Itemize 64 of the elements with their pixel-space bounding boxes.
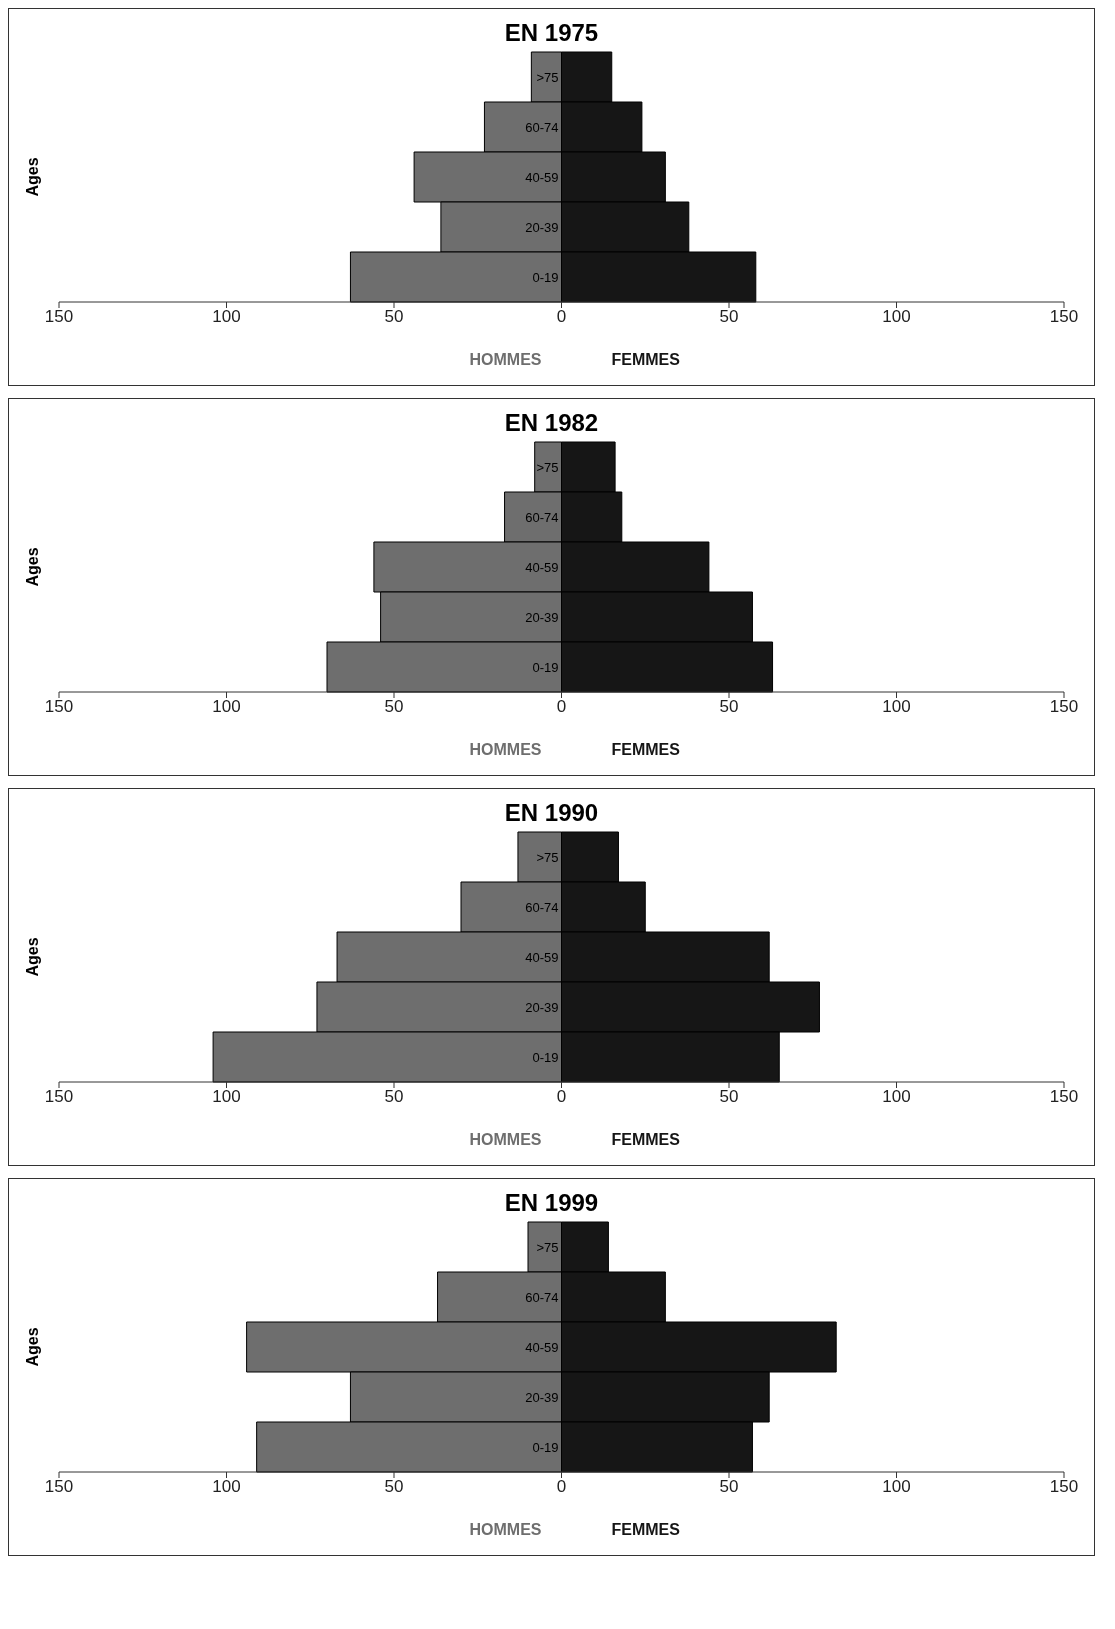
text: FEMMES — [611, 1521, 680, 1539]
chart-title: EN 1999 — [503, 1188, 600, 1217]
chart-title: EN 1975 — [503, 18, 600, 47]
text: HOMMES — [469, 1521, 542, 1539]
text: FEMMES — [611, 741, 680, 759]
x-tick-label: 100 — [882, 1087, 911, 1107]
x-tick-label: 100 — [212, 1477, 241, 1497]
x-tick-label: 50 — [719, 697, 739, 717]
x-tick-label: 150 — [44, 1087, 74, 1107]
y-tick-label: 60-74 — [525, 900, 559, 915]
x-tick-label: 150 — [1049, 697, 1079, 717]
text: HOMMES — [469, 741, 542, 759]
y-axis-title: Ages — [23, 1327, 42, 1367]
x-tick-label: 50 — [719, 1477, 739, 1497]
y-tick-label: >75 — [536, 1240, 559, 1255]
y-tick-label: 0-19 — [532, 660, 559, 675]
text: FEMMES — [611, 1131, 680, 1149]
text: FEMMES — [611, 351, 680, 369]
x-tick-label: 100 — [212, 1087, 241, 1107]
y-tick-label: 60-74 — [525, 120, 559, 135]
x-tick-label: 100 — [882, 697, 911, 717]
x-tick-label: 50 — [719, 307, 739, 327]
x-tick-label: 50 — [384, 1477, 404, 1497]
x-tick-label: 100 — [882, 1477, 911, 1497]
chart-title: EN 1982 — [503, 408, 600, 437]
x-tick-label: 150 — [1049, 1087, 1079, 1107]
y-tick-label: 0-19 — [532, 270, 559, 285]
y-tick-label: 60-74 — [525, 1290, 559, 1305]
x-tick-label: 100 — [212, 697, 241, 717]
y-axis-title: Ages — [23, 937, 42, 977]
y-tick-label: 20-39 — [525, 220, 559, 235]
y-tick-label: 0-19 — [532, 1440, 559, 1455]
y-axis-title: Ages — [23, 547, 42, 587]
y-tick-label: 40-59 — [525, 560, 559, 575]
y-tick-label: 0-19 — [532, 1050, 559, 1065]
y-tick-label: >75 — [536, 70, 559, 85]
y-tick-label: 20-39 — [525, 610, 559, 625]
x-tick-label: 100 — [212, 307, 241, 327]
y-tick-label: 20-39 — [525, 1390, 559, 1405]
x-tick-label: 150 — [1049, 1477, 1079, 1497]
y-tick-label: 40-59 — [525, 950, 559, 965]
x-tick-label: 0 — [556, 307, 567, 327]
text: HOMMES — [469, 1131, 542, 1149]
text: HOMMES — [469, 351, 542, 369]
y-tick-label: >75 — [536, 460, 559, 475]
y-tick-label: 20-39 — [525, 1000, 559, 1015]
x-tick-label: 150 — [44, 307, 74, 327]
x-tick-label: 150 — [1049, 307, 1079, 327]
chart-title: EN 1990 — [503, 798, 600, 827]
x-tick-label: 50 — [384, 1087, 404, 1107]
x-tick-label: 0 — [556, 1087, 567, 1107]
y-tick-label: 40-59 — [525, 170, 559, 185]
x-tick-label: 50 — [384, 697, 404, 717]
y-tick-label: >75 — [536, 850, 559, 865]
x-tick-label: 150 — [44, 1477, 74, 1497]
y-tick-label: 40-59 — [525, 1340, 559, 1355]
x-tick-label: 50 — [384, 307, 404, 327]
x-tick-label: 150 — [44, 697, 74, 717]
x-tick-label: 50 — [719, 1087, 739, 1107]
x-tick-label: 0 — [556, 1477, 567, 1497]
y-axis-title: Ages — [23, 157, 42, 197]
y-tick-label: 60-74 — [525, 510, 559, 525]
x-tick-label: 100 — [882, 307, 911, 327]
x-tick-label: 0 — [556, 697, 567, 717]
